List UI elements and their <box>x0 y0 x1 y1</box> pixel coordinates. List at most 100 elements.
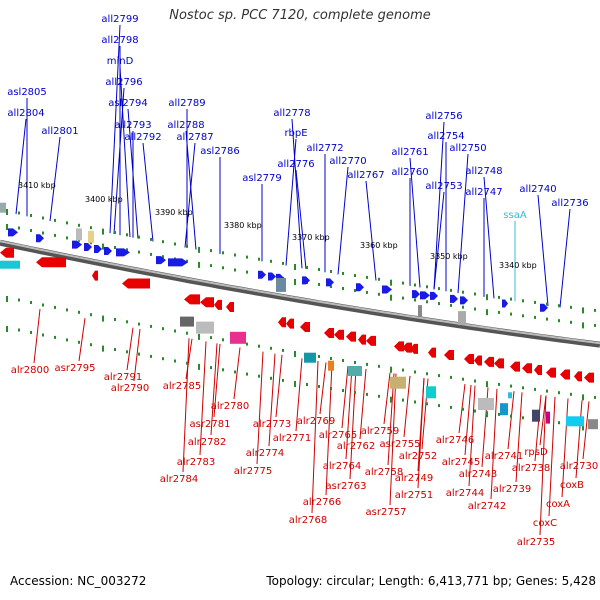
upper-gene-label[interactable]: all2760 <box>391 167 428 178</box>
lower-gene-label[interactable]: alr2745 <box>442 457 480 468</box>
lower-dotted-track-tick <box>486 381 488 388</box>
lower-gene-label[interactable]: alr2735 <box>517 537 555 548</box>
upper-inner-dotted-track-tick <box>498 310 500 314</box>
lower-gene-label[interactable]: asr2795 <box>55 363 96 374</box>
lower-connector-line <box>464 384 472 456</box>
upper-inner-dotted-track-tick <box>486 309 488 316</box>
upper-gene-label[interactable]: all2761 <box>391 147 428 158</box>
lower-gene-label[interactable]: alr2739 <box>493 484 531 495</box>
lower-gene-label[interactable]: alr2744 <box>446 488 484 499</box>
upper-gene-label[interactable]: minD <box>107 56 134 67</box>
genome-backbone <box>0 239 600 348</box>
upper-gene-label[interactable]: asl2779 <box>242 173 282 184</box>
reverse-gene-arrow <box>522 363 532 374</box>
forward-gene-arrow <box>8 228 18 237</box>
lower-gene-label[interactable]: alr2785 <box>163 381 201 392</box>
lower-dotted-track-tick <box>102 315 104 322</box>
upper-dotted-track-tick <box>450 288 452 292</box>
lower-gene-label[interactable]: alr2791 <box>104 372 142 383</box>
lower-gene-label[interactable]: asr2755 <box>380 439 421 450</box>
upper-gene-label[interactable]: all2778 <box>273 108 310 119</box>
lower-gene-label[interactable]: coxC <box>533 518 557 529</box>
gene-labels: all2799 all2798 minD all2796 asl2805 asl2794 a… <box>7 14 598 548</box>
upper-gene-label[interactable]: all2793 <box>114 120 151 131</box>
lower-outer-dotted-track-tick <box>426 402 428 406</box>
upper-gene-label[interactable]: all2801 <box>41 126 78 137</box>
lower-gene-label[interactable]: alr2774 <box>246 448 284 459</box>
upper-gene-label[interactable]: all2736 <box>551 198 588 209</box>
lower-gene-label[interactable]: asr2757 <box>366 507 407 518</box>
upper-gene-label[interactable]: asl2805 <box>7 87 47 98</box>
lower-gene-label[interactable]: alr2769 <box>297 416 335 427</box>
lower-gene-label[interactable]: alr2783 <box>177 457 215 468</box>
reverse-gene-arrow <box>200 297 214 308</box>
lower-gene-label[interactable]: alr2800 <box>11 365 49 376</box>
lower-gene-label[interactable]: asr2763 <box>326 481 367 492</box>
lower-gene-label[interactable]: alr2746 <box>436 435 474 446</box>
lower-gene-label[interactable]: alr2741 <box>485 451 523 462</box>
feature-block <box>76 228 82 241</box>
lower-gene-label[interactable]: alr2775 <box>234 466 272 477</box>
upper-gene-label[interactable]: all2772 <box>306 143 343 154</box>
lower-gene-label[interactable]: alr2766 <box>303 497 341 508</box>
upper-gene-label[interactable]: all2754 <box>427 131 464 142</box>
upper-gene-label[interactable]: all2776 <box>277 159 314 170</box>
lower-gene-label[interactable]: alr2768 <box>289 515 327 526</box>
lower-gene-label[interactable]: alr2790 <box>111 383 149 394</box>
lower-gene-label[interactable]: alr2749 <box>395 473 433 484</box>
lower-gene-label[interactable]: alr2784 <box>160 474 198 485</box>
lower-connector-line <box>199 341 207 456</box>
lower-gene-label[interactable]: alr2751 <box>395 490 433 501</box>
upper-gene-label[interactable]: rbpE <box>284 128 307 139</box>
upper-gene-label[interactable]: all2799 <box>101 14 138 25</box>
upper-dotted-track-tick <box>270 259 272 263</box>
lower-gene-label[interactable]: coxA <box>546 499 570 510</box>
upper-gene-label[interactable]: all2756 <box>425 111 462 122</box>
lower-gene-label[interactable]: alr2738 <box>512 463 550 474</box>
lower-gene-label[interactable]: alr2782 <box>188 437 226 448</box>
upper-gene-label[interactable]: all2770 <box>329 156 366 167</box>
scale-label: 3360 kbp <box>360 241 398 250</box>
lower-gene-label[interactable]: alr2730 <box>560 461 598 472</box>
lower-dotted-track-tick <box>522 386 524 390</box>
upper-gene-label[interactable]: all2767 <box>347 170 384 181</box>
lower-gene-label[interactable]: alr2743 <box>459 469 497 480</box>
upper-gene-label[interactable]: ssaA <box>503 210 527 221</box>
upper-dotted-track-tick <box>330 270 332 273</box>
lower-dotted-track-tick <box>570 392 572 396</box>
upper-gene-label[interactable]: all2747 <box>465 187 502 198</box>
lower-gene-label[interactable]: alr2758 <box>365 467 403 478</box>
lower-gene-label[interactable]: coxB <box>560 480 584 491</box>
lower-outer-dotted-track-tick <box>354 391 356 394</box>
upper-gene-label[interactable]: all2789 <box>168 98 205 109</box>
upper-gene-label[interactable]: all2798 <box>101 35 138 46</box>
lower-dotted-track-tick <box>342 359 344 362</box>
lower-gene-label[interactable]: alr2764 <box>323 461 361 472</box>
lower-gene-label[interactable]: alr2759 <box>361 426 399 437</box>
lower-dotted-track-tick <box>78 310 80 314</box>
lower-gene-label[interactable]: rpsD <box>524 447 548 458</box>
upper-gene-label[interactable]: all2740 <box>519 184 556 195</box>
upper-gene-label[interactable]: all2753 <box>425 181 462 192</box>
upper-dotted-track-tick <box>474 292 476 296</box>
lower-gene-label[interactable]: alr2762 <box>337 441 375 452</box>
lower-gene-label[interactable]: alr2771 <box>273 433 311 444</box>
upper-gene-label[interactable]: asl2786 <box>200 146 240 157</box>
upper-gene-label[interactable]: all2787 <box>176 132 213 143</box>
lower-gene-label[interactable]: alr2773 <box>253 419 291 430</box>
upper-gene-label[interactable]: all2748 <box>465 166 502 177</box>
upper-gene-label[interactable]: all2792 <box>124 132 161 143</box>
lower-gene-label[interactable]: alr2780 <box>211 401 249 412</box>
upper-gene-label[interactable]: all2788 <box>167 120 204 131</box>
lower-gene-label[interactable]: alr2742 <box>468 501 506 512</box>
reverse-gene-arrow <box>366 335 376 346</box>
forward-gene-arrow <box>84 243 92 252</box>
lower-gene-label[interactable]: alr2752 <box>399 451 437 462</box>
upper-gene-label[interactable]: all2804 <box>7 108 44 119</box>
lower-gene-label[interactable]: asr2781 <box>190 419 231 430</box>
lower-gene-label[interactable]: alr2765 <box>319 430 357 441</box>
upper-gene-label[interactable]: asl2794 <box>108 98 148 109</box>
forward-gene-arrow <box>268 272 276 281</box>
upper-gene-label[interactable]: all2750 <box>449 143 486 154</box>
upper-gene-label[interactable]: all2796 <box>105 77 142 88</box>
